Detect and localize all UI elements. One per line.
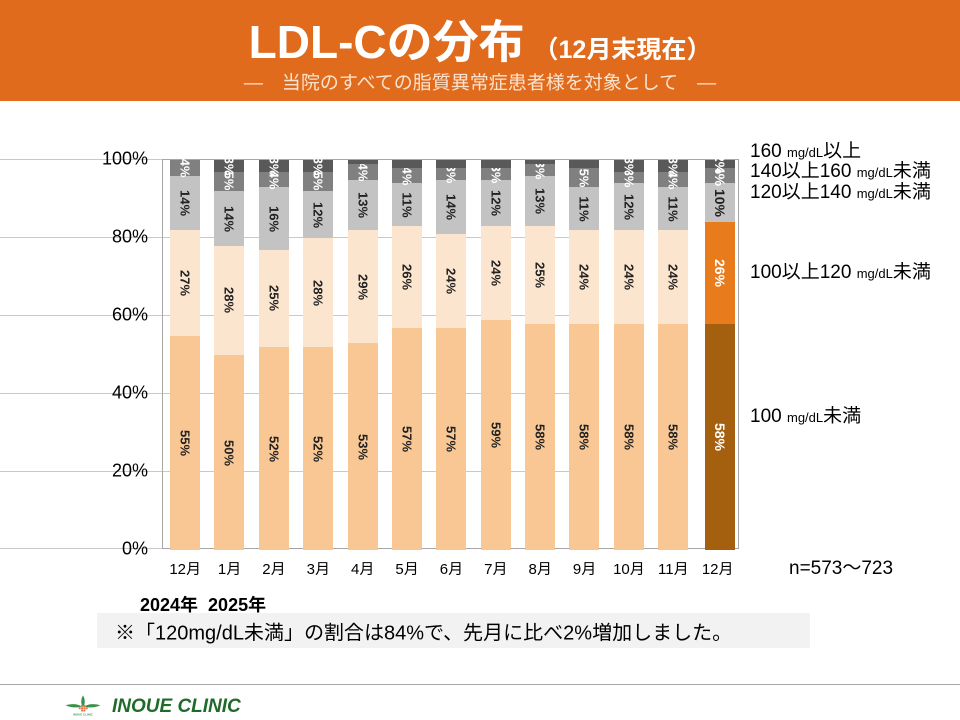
- svg-text:INOUE CLINIC: INOUE CLINIC: [73, 712, 93, 716]
